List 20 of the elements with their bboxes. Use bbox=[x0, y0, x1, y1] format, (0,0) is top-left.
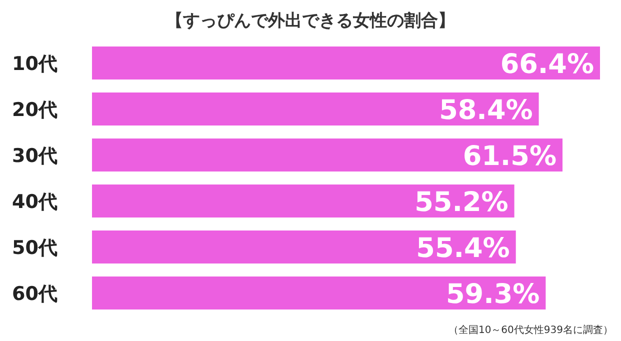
data-label: 58.4% bbox=[439, 95, 533, 126]
bar bbox=[92, 230, 516, 264]
text: （全国10～60代女性939名に調査） bbox=[448, 324, 613, 336]
data-label: 61.5% bbox=[462, 141, 557, 172]
y-tick-label: 60代 bbox=[12, 283, 58, 305]
data-label: 66.4% bbox=[500, 49, 594, 80]
bar bbox=[92, 184, 514, 218]
y-tick-label: 40代 bbox=[12, 191, 58, 213]
y-tick-label: 20代 bbox=[12, 99, 58, 121]
bar bbox=[92, 138, 563, 172]
bar bbox=[92, 92, 539, 126]
bar bbox=[92, 276, 546, 310]
data-label: 59.3% bbox=[446, 279, 540, 310]
bar bbox=[92, 46, 600, 80]
y-tick-label: 50代 bbox=[12, 237, 58, 259]
y-tick-label: 30代 bbox=[12, 145, 58, 167]
data-label: 55.2% bbox=[414, 187, 508, 218]
chart-title: 【すっぴんで外出できる女性の割合】 bbox=[166, 11, 455, 31]
data-label: 55.4% bbox=[416, 233, 510, 264]
y-tick-label: 10代 bbox=[12, 53, 58, 75]
